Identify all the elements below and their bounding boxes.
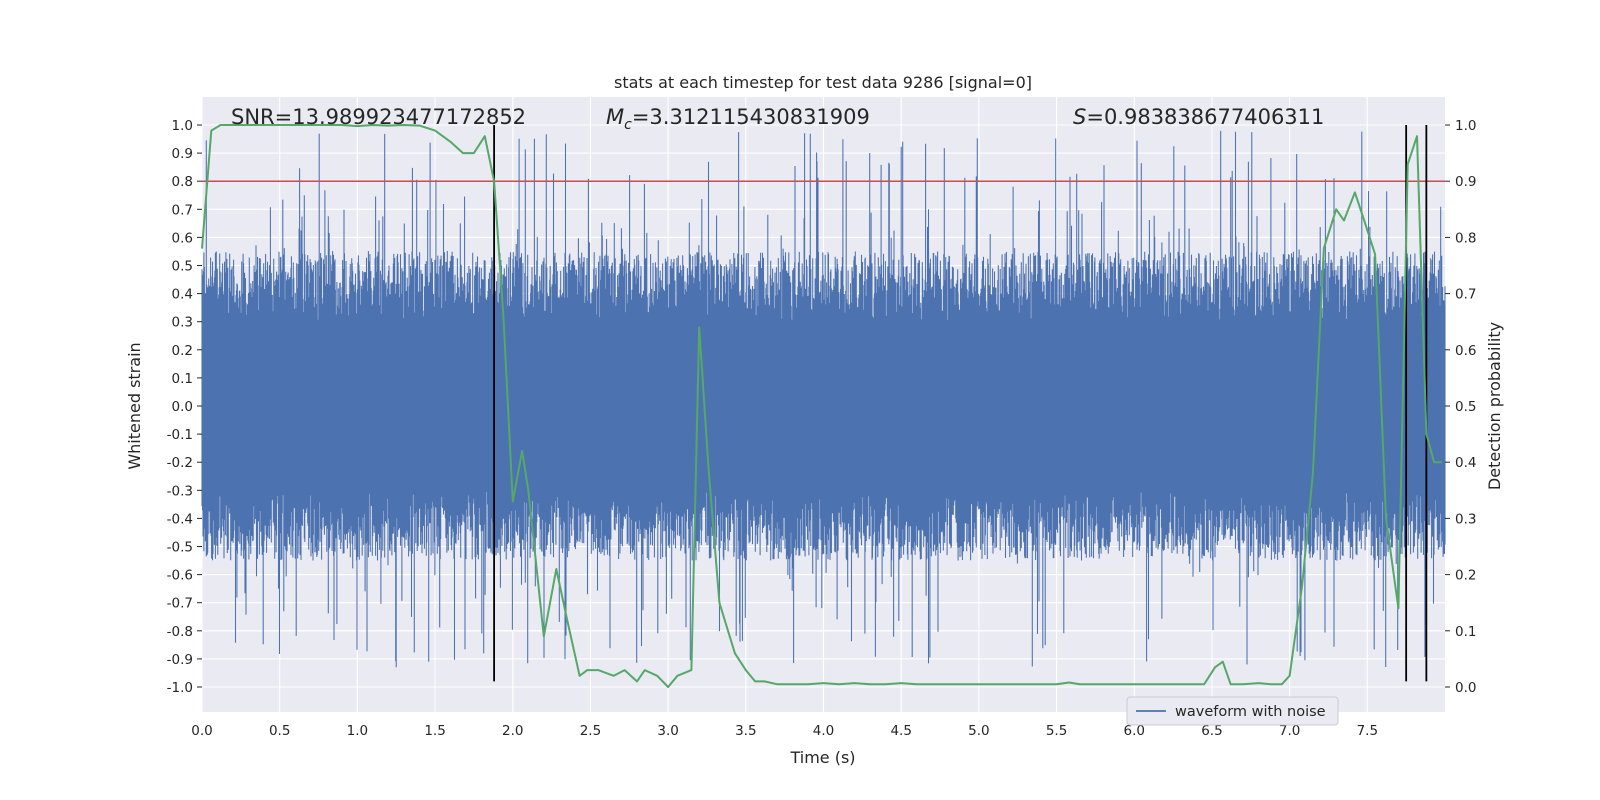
- x-tick-label: 6.0: [1124, 723, 1145, 739]
- legend-box: [1126, 696, 1339, 726]
- snr-annotation: SNR=13.989923477172852: [231, 105, 526, 129]
- y-tick-label-left: 0.9: [172, 146, 193, 162]
- x-tick-label: 5.0: [968, 723, 989, 739]
- y-tick-label-left: 0.5: [172, 259, 193, 275]
- y-tick-label-left: 1.0: [172, 118, 193, 134]
- y-tick-label-right: 0.6: [1455, 343, 1476, 359]
- y-tick-label-left: -1.0: [167, 680, 193, 696]
- y-tick-label-right: 0.1: [1455, 624, 1476, 640]
- y-tick-label-left: 0.3: [172, 315, 193, 331]
- y-tick-label-left: 0.7: [172, 202, 193, 218]
- y-tick-label-right: 1.0: [1455, 118, 1476, 134]
- y-tick-label-left: -0.6: [167, 568, 193, 584]
- x-tick-label: 5.5: [1046, 723, 1067, 739]
- y-tick-label-left: -0.9: [167, 652, 193, 668]
- y-tick-label-left: -0.4: [167, 511, 193, 527]
- x-tick-label: 7.5: [1357, 723, 1378, 739]
- legend-label: waveform with noise: [1175, 704, 1326, 720]
- y-tick-label-right: 0.2: [1455, 568, 1476, 584]
- y-tick-label-left: -0.7: [167, 596, 193, 612]
- strain-line: [201, 130, 1446, 668]
- y-tick-label-left: -0.2: [167, 455, 193, 471]
- s-annotation: S=0.983838677406311: [1073, 105, 1324, 129]
- y-tick-label-right: 0.3: [1455, 511, 1476, 527]
- y-tick-label-left: 0.8: [172, 174, 193, 190]
- legend: waveform with noise: [1126, 696, 1339, 726]
- chirp-mass-symbol: M: [606, 105, 624, 129]
- x-tick-label: 6.5: [1201, 723, 1222, 739]
- probability-line: [201, 124, 1442, 688]
- chirp-mass-subscript: c: [624, 117, 632, 133]
- y-tick-label-right: 0.5: [1455, 399, 1476, 415]
- y-axis-label-right: Detection probability: [1485, 322, 1504, 490]
- x-tick-label: 2.0: [502, 723, 523, 739]
- x-tick-label: 1.5: [424, 723, 445, 739]
- y-tick-label-left: 0.0: [172, 399, 193, 415]
- y-tick-label-left: 0.4: [172, 287, 193, 303]
- x-tick-label: 0.5: [269, 723, 290, 739]
- x-tick-label: 2.5: [580, 723, 601, 739]
- y-tick-label-left: 0.2: [172, 343, 193, 359]
- tick-labels: 0.0 0.5 1.0 1.5 2.0 2.5 3.0 3.5 4.0 4.5 5.0 5.5 6.0 6…: [167, 118, 1477, 739]
- y-tick-label-right: 0.0: [1455, 680, 1476, 696]
- s-value: =0.983838677406311: [1086, 105, 1324, 129]
- y-tick-label-left: -0.5: [167, 540, 193, 556]
- x-tick-label: 0.0: [191, 723, 212, 739]
- x-tick-label: 4.0: [813, 723, 834, 739]
- y-tick-label-left: -0.8: [167, 624, 193, 640]
- y-tick-label-left: 0.1: [172, 371, 193, 387]
- y-tick-label-left: 0.6: [172, 230, 193, 246]
- y-tick-label-right: 0.4: [1455, 455, 1476, 471]
- chirp-mass-annotation: Mc=3.312115430831909: [606, 105, 870, 133]
- s-symbol: S: [1073, 105, 1086, 129]
- x-tick-label: 7.0: [1279, 723, 1300, 739]
- y-tick-label-right: 0.7: [1455, 287, 1476, 303]
- x-tick-label: 3.5: [735, 723, 756, 739]
- y-tick-label-left: -0.1: [167, 427, 193, 443]
- y-axis-label-left: Whitened strain: [125, 342, 144, 469]
- x-tick-label: 1.0: [347, 723, 368, 739]
- y-tick-label-right: 0.8: [1455, 230, 1476, 246]
- strain-series: [201, 130, 1446, 668]
- y-tick-label-left: -0.3: [167, 483, 193, 499]
- probability-series: [201, 124, 1442, 688]
- y-tick-label-right: 0.9: [1455, 174, 1476, 190]
- chart-title: stats at each timestep for test data 928…: [614, 73, 1032, 92]
- x-tick-label: 4.5: [890, 723, 911, 739]
- chirp-mass-value: =3.312115430831909: [632, 105, 870, 129]
- x-axis-label: Time (s): [789, 748, 855, 767]
- x-tick-label: 3.0: [657, 723, 678, 739]
